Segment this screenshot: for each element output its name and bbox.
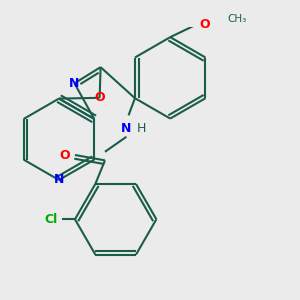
Text: O: O	[199, 18, 210, 31]
Text: O: O	[59, 148, 70, 161]
Text: Cl: Cl	[45, 213, 58, 226]
Text: CH₃: CH₃	[227, 14, 246, 24]
Text: N: N	[54, 173, 64, 187]
Text: H: H	[137, 122, 146, 135]
Text: N: N	[69, 77, 80, 90]
Text: N: N	[121, 122, 132, 135]
Text: O: O	[94, 91, 105, 104]
